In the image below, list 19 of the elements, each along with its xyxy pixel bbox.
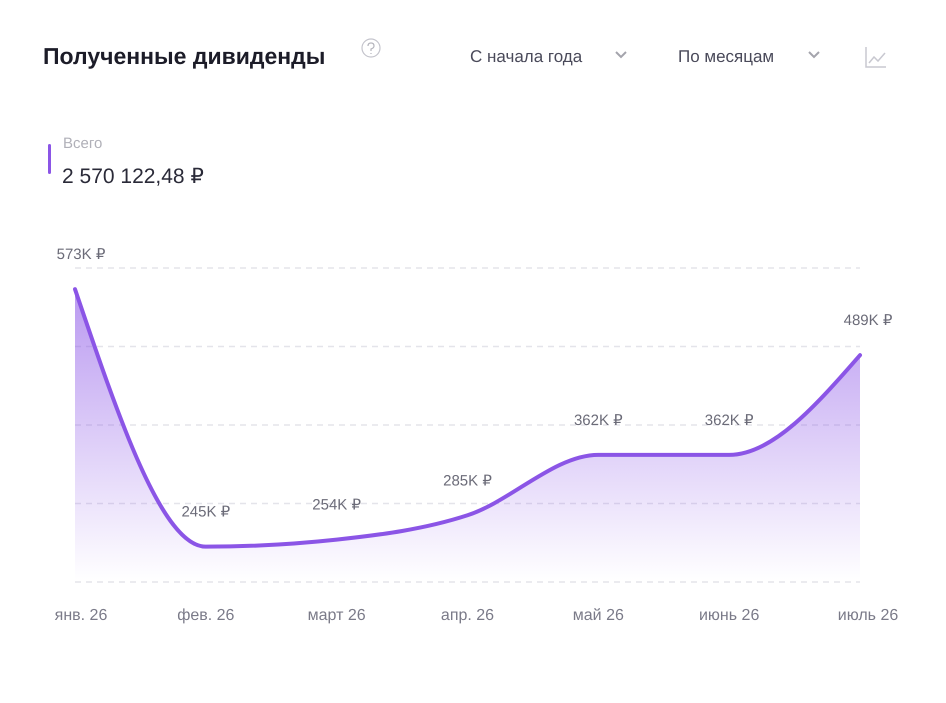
data-label: 245K ₽	[181, 504, 231, 521]
chart-title: Полученные дивиденды	[43, 43, 326, 69]
text: С начала года	[470, 47, 583, 66]
x-tick-label: май 26	[572, 607, 624, 624]
text: Всего	[63, 135, 102, 152]
data-label: 573K ₽	[56, 246, 106, 264]
x-tick-label: фев. 26	[177, 607, 235, 624]
text: По месяцам	[678, 47, 774, 66]
data-label: 489K ₽	[844, 312, 893, 330]
x-tick-label: апр. 26	[440, 607, 494, 624]
x-tick-label: июнь 26	[698, 607, 760, 624]
data-label: 285K ₽	[443, 472, 492, 490]
x-tick-label: янв. 26	[54, 607, 108, 624]
text: 2 570 122,48 ₽	[62, 165, 204, 188]
data-label: 254K ₽	[312, 496, 362, 514]
x-tick-label: июль 26	[838, 607, 898, 624]
data-label: 362K ₽	[574, 412, 624, 429]
data-label: 362K ₽	[704, 412, 754, 429]
x-tick-label: март 26	[308, 607, 366, 624]
